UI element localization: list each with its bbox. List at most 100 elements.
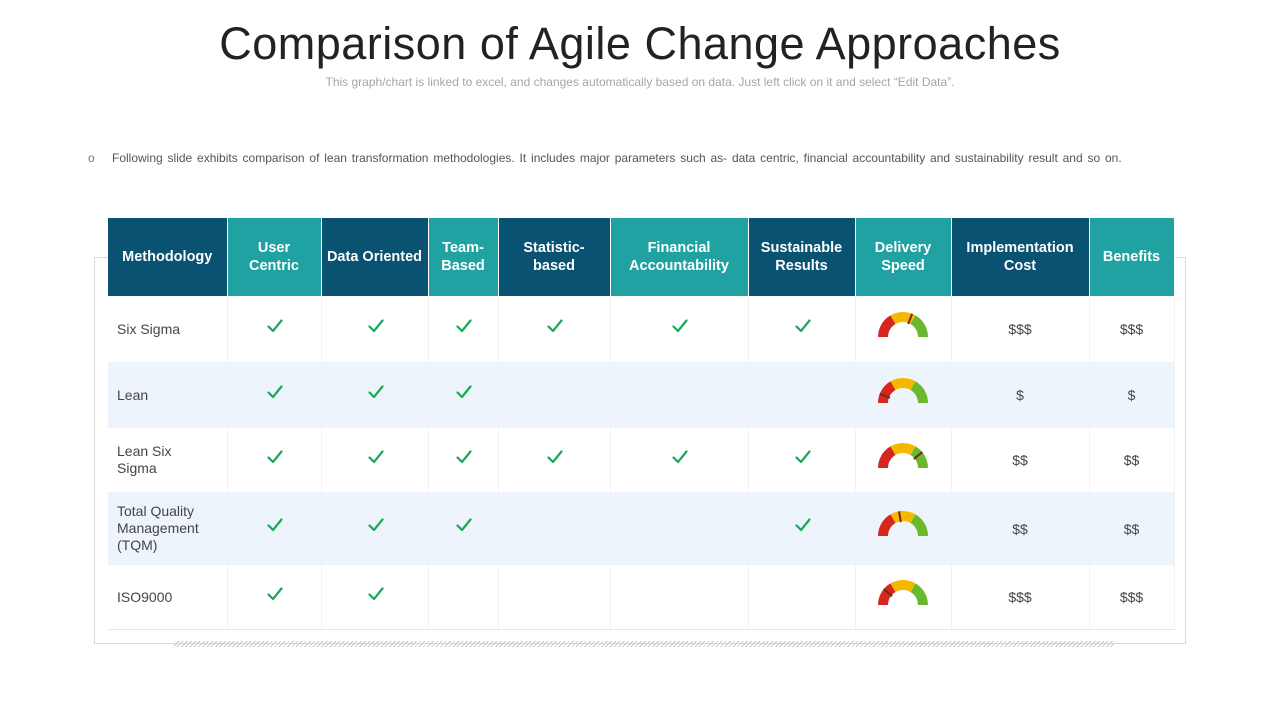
checkmark-icon [367, 586, 384, 601]
checkmark-icon [267, 518, 283, 532]
sustainable-results-cell [748, 492, 856, 565]
benefits-cell: $$$ [1089, 565, 1175, 630]
header-cell: User Centric [227, 218, 322, 296]
header-cell: Statistic-based [498, 218, 611, 296]
checkmark-icon [267, 384, 283, 399]
description-text: Following slide exhibits comparison of l… [112, 151, 1122, 165]
checkmark-icon [672, 318, 688, 333]
checkmark-icon [267, 318, 283, 333]
sustainable-results-cell [748, 565, 856, 630]
header-cell: Financial Accountability [610, 218, 749, 296]
page-title: Comparison of Agile Change Approaches [219, 18, 1061, 69]
header-cell: Benefits [1089, 218, 1175, 296]
checkmark-icon [456, 318, 472, 333]
data-oriented-cell [321, 565, 429, 630]
methodology-cell: Total Quality Management (TQM) [108, 492, 228, 565]
table-row: Total Quality Management (TQM) $$ $$ [108, 492, 1175, 565]
benefits-cell: $ [1089, 362, 1175, 428]
methodology-cell: Six Sigma [108, 296, 228, 362]
checkmark-icon [267, 586, 283, 601]
table-row: ISO9000 $$$ $$$ [108, 565, 1175, 630]
benefits-cell: $$ [1089, 492, 1175, 565]
speed-gauge-icon [874, 439, 932, 471]
header-cell: Data Oriented [321, 218, 429, 296]
table-row: Lean Six Sigma $$ $$ [108, 428, 1175, 492]
financial-accountability-cell [610, 296, 749, 362]
financial-accountability-cell [610, 565, 749, 630]
speed-gauge-icon [874, 374, 932, 406]
data-oriented-cell [321, 362, 429, 428]
checkmark-icon [456, 384, 472, 399]
statistic-based-cell [498, 565, 611, 630]
delivery-speed-cell [855, 362, 952, 428]
user-centric-cell [227, 428, 322, 492]
methodology-cell: Lean [108, 362, 228, 428]
decorative-hatch-strip [174, 641, 1114, 647]
statistic-based-cell [498, 492, 611, 565]
header-cell: Sustainable Results [748, 218, 856, 296]
implementation-cost-cell: $$$ [951, 565, 1090, 630]
table-body: Six Sigma $$$ $$$ Lean $ $ Lean Six Sigma $$ $$ To… [108, 296, 1175, 630]
bullet-circle-icon: o [88, 151, 95, 165]
checkmark-icon [456, 518, 472, 532]
checkmark-icon [367, 384, 384, 399]
checkmark-icon [794, 318, 811, 333]
methodology-cell: ISO9000 [108, 565, 228, 630]
implementation-cost-cell: $$ [951, 428, 1090, 492]
team-based-cell [428, 428, 499, 492]
team-based-cell [428, 492, 499, 565]
description-bullet: o Following slide exhibits comparison of… [88, 151, 1198, 165]
speed-gauge-icon [874, 308, 932, 340]
financial-accountability-cell [610, 362, 749, 428]
delivery-speed-cell [855, 492, 952, 565]
delivery-speed-cell [855, 565, 952, 630]
implementation-cost-cell: $ [951, 362, 1090, 428]
user-centric-cell [227, 565, 322, 630]
checkmark-icon [267, 449, 283, 464]
checkmark-icon [794, 518, 811, 532]
data-oriented-cell [321, 428, 429, 492]
benefits-cell: $$$ [1089, 296, 1175, 362]
checkmark-icon [547, 318, 563, 333]
financial-accountability-cell [610, 428, 749, 492]
team-based-cell [428, 362, 499, 428]
checkmark-icon [672, 449, 688, 464]
checkmark-icon [367, 518, 384, 532]
checkmark-icon [547, 449, 563, 464]
speed-gauge-icon [874, 507, 932, 539]
checkmark-icon [794, 449, 811, 464]
checkmark-icon [456, 449, 472, 464]
team-based-cell [428, 565, 499, 630]
data-oriented-cell [321, 296, 429, 362]
statistic-based-cell [498, 428, 611, 492]
statistic-based-cell [498, 296, 611, 362]
implementation-cost-cell: $$$ [951, 296, 1090, 362]
comparison-table: Methodology User Centric Data Oriented Team… [108, 218, 1175, 630]
speed-gauge-icon [874, 576, 932, 608]
financial-accountability-cell [610, 492, 749, 565]
delivery-speed-cell [855, 296, 952, 362]
checkmark-icon [367, 449, 384, 464]
user-centric-cell [227, 492, 322, 565]
user-centric-cell [227, 362, 322, 428]
statistic-based-cell [498, 362, 611, 428]
team-based-cell [428, 296, 499, 362]
checkmark-icon [367, 318, 384, 333]
benefits-cell: $$ [1089, 428, 1175, 492]
header-cell: Methodology [108, 218, 228, 296]
page-subtitle: This graph/chart is linked to excel, and… [325, 75, 955, 89]
methodology-cell: Lean Six Sigma [108, 428, 228, 492]
sustainable-results-cell [748, 428, 856, 492]
table-header-row: Methodology User Centric Data Oriented Team… [108, 218, 1175, 296]
header-cell: Implementation Cost [951, 218, 1090, 296]
sustainable-results-cell [748, 362, 856, 428]
table-row: Lean $ $ [108, 362, 1175, 428]
header-cell: Delivery Speed [855, 218, 952, 296]
header-cell: Team-Based [428, 218, 499, 296]
table-row: Six Sigma $$$ $$$ [108, 296, 1175, 362]
user-centric-cell [227, 296, 322, 362]
data-oriented-cell [321, 492, 429, 565]
delivery-speed-cell [855, 428, 952, 492]
implementation-cost-cell: $$ [951, 492, 1090, 565]
sustainable-results-cell [748, 296, 856, 362]
